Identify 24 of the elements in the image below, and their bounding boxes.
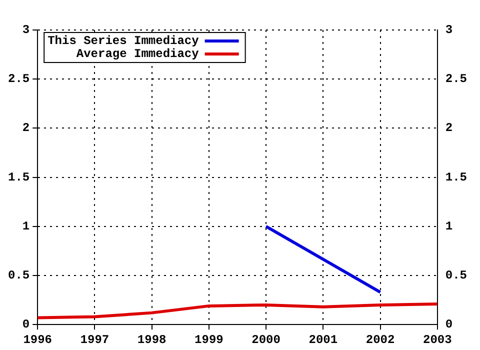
x-tick-label: 2003 [422, 332, 452, 347]
y2-tick-label: 1 [445, 219, 453, 234]
x-tick-label: 2001 [308, 332, 338, 347]
y2-tick-label: 2.5 [445, 72, 468, 86]
y-tick-label: 0 [22, 318, 30, 332]
x-tick-label: 1996 [23, 332, 52, 347]
y-tick-label: 2.5 [8, 72, 30, 86]
y-tick-label: 1 [22, 219, 30, 234]
y-tick-label: 3 [22, 23, 30, 38]
y2-tick-label: 1.5 [445, 170, 468, 184]
x-tick-label: 1999 [194, 332, 224, 347]
x-tick-label: 2000 [252, 332, 280, 347]
y-tick-label: 2 [22, 121, 30, 136]
x-tick-label: 2002 [366, 332, 395, 347]
y2-tick-label: 0 [445, 318, 453, 332]
legend-label: This Series Immediacy [48, 34, 199, 48]
y-tick-label: 1.5 [8, 170, 30, 184]
x-tick-label: 1997 [80, 332, 110, 347]
y2-tick-label: 3 [445, 23, 453, 38]
x-tick-label: 1998 [137, 332, 166, 347]
y2-tick-label: 2 [445, 121, 453, 136]
y-tick-label: 0.5 [8, 268, 30, 283]
y2-tick-label: 0.5 [445, 268, 468, 283]
legend-label: Average Immediacy [76, 47, 199, 62]
